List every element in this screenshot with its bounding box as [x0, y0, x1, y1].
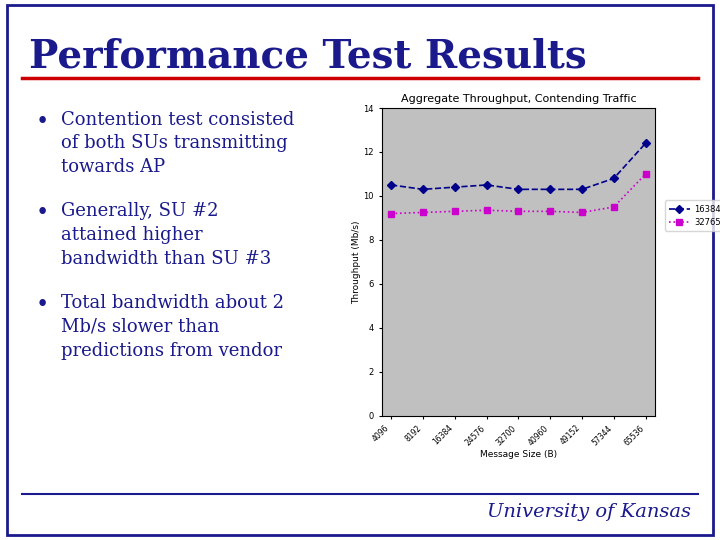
16384 [451, 184, 459, 191]
32765 [610, 204, 618, 210]
Legend: 16384, 32765: 16384, 32765 [665, 200, 720, 231]
32765 [387, 210, 395, 217]
32765 [482, 207, 491, 213]
16384 [642, 140, 650, 146]
16384 [546, 186, 554, 193]
Text: Performance Test Results: Performance Test Results [29, 38, 587, 76]
Title: Aggregate Throughput, Contending Traffic: Aggregate Throughput, Contending Traffic [400, 94, 636, 104]
Text: •: • [36, 111, 49, 133]
Text: Total bandwidth about 2
Mb/s slower than
predictions from vendor: Total bandwidth about 2 Mb/s slower than… [61, 294, 284, 360]
16384 [610, 175, 618, 181]
16384 [387, 181, 395, 188]
32765 [642, 171, 650, 177]
16384 [577, 186, 586, 193]
Text: Generally, SU #2
attained higher
bandwidth than SU #3: Generally, SU #2 attained higher bandwid… [61, 202, 271, 268]
Text: University of Kansas: University of Kansas [487, 503, 691, 521]
32765 [514, 208, 523, 214]
16384 [514, 186, 523, 193]
32765 [577, 209, 586, 215]
16384 [418, 186, 427, 193]
Line: 16384: 16384 [388, 140, 649, 192]
Y-axis label: Throughput (Mb/s): Throughput (Mb/s) [351, 220, 361, 303]
16384 [482, 181, 491, 188]
X-axis label: Message Size (B): Message Size (B) [480, 450, 557, 459]
Line: 32765: 32765 [388, 171, 649, 217]
Text: •: • [36, 294, 49, 316]
Text: Contention test consisted
of both SUs transmitting
towards AP: Contention test consisted of both SUs tr… [61, 111, 294, 176]
32765 [546, 208, 554, 214]
32765 [451, 208, 459, 214]
Text: •: • [36, 202, 49, 225]
32765 [418, 209, 427, 215]
